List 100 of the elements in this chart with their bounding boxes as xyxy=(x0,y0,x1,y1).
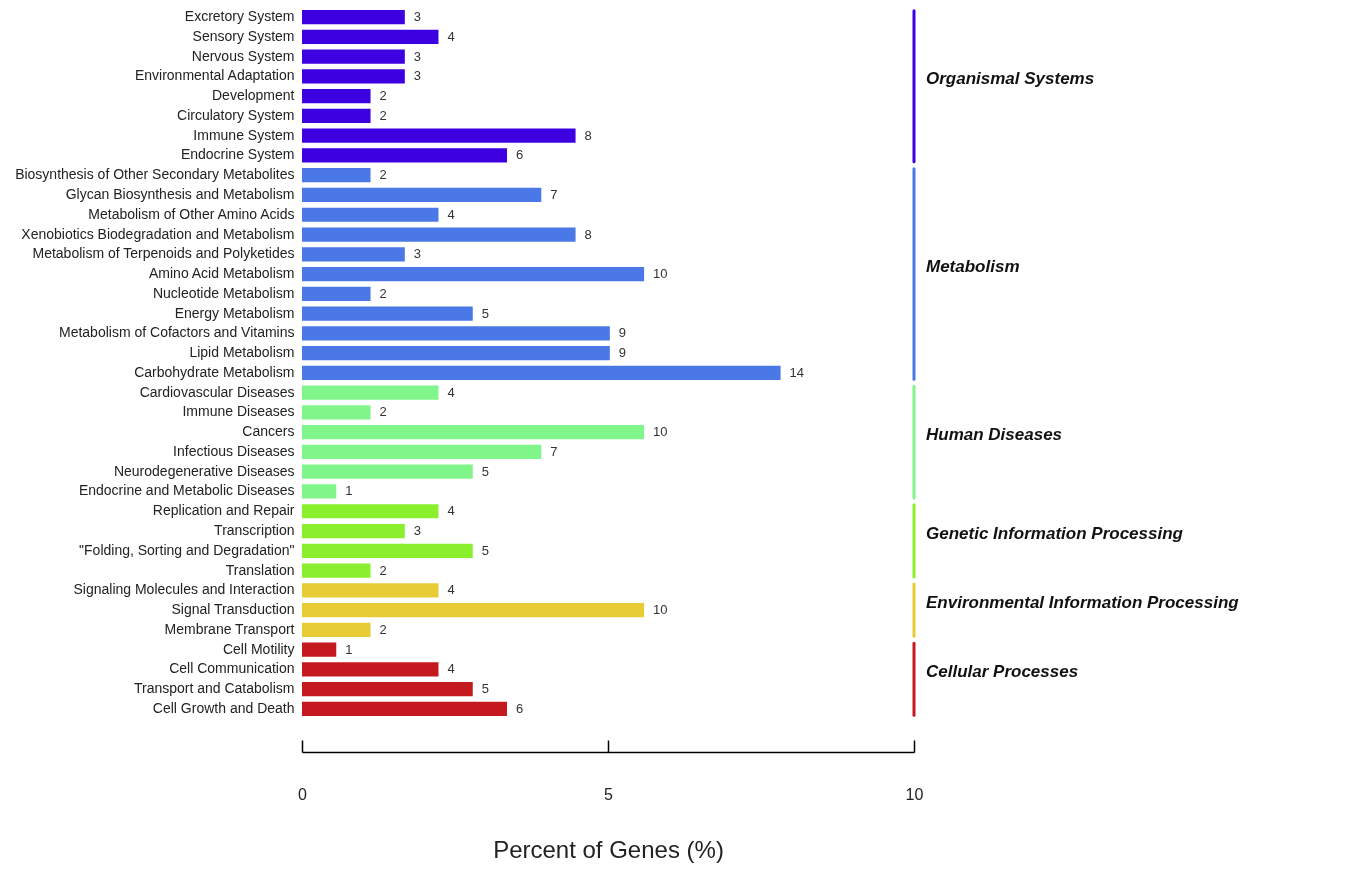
bar xyxy=(302,425,645,440)
bar xyxy=(302,602,645,618)
annotation: 4 xyxy=(447,206,455,222)
bar xyxy=(302,504,439,519)
y-tick-label: Endocrine System xyxy=(180,146,295,163)
annotation: 5 xyxy=(481,305,489,321)
y-tick-label: Translation xyxy=(225,561,295,578)
annotation: 10 xyxy=(653,266,668,282)
y-tick-label: Xenobiotics Biodegradation and Metabolism xyxy=(21,225,295,242)
y-tick-label: Lipid Metabolism xyxy=(189,344,295,361)
bar xyxy=(302,306,473,321)
y-tick-label: Cell Communication xyxy=(169,660,295,677)
bar xyxy=(302,444,542,460)
annotation: 1 xyxy=(345,641,353,657)
bar xyxy=(302,583,439,598)
x-tick-label: 0 xyxy=(298,785,308,803)
y-tick-label: Energy Metabolism xyxy=(174,304,295,321)
bar xyxy=(302,523,405,539)
annotation: 4 xyxy=(447,28,455,44)
y-tick-label: Replication and Repair xyxy=(152,502,295,519)
bar xyxy=(302,187,542,203)
bar xyxy=(302,622,371,637)
bar xyxy=(302,9,405,25)
y-tick-label: Amino Acid Metabolism xyxy=(148,265,295,282)
bar xyxy=(302,266,645,282)
annotation: 2 xyxy=(379,285,387,301)
annotation: 8 xyxy=(584,127,592,143)
y-tick-label: Immune System xyxy=(193,126,295,143)
text: Human Diseases xyxy=(926,424,1063,444)
y-tick-label: Metabolism of Other Amino Acids xyxy=(88,205,295,222)
text: Cellular Processes xyxy=(926,662,1079,682)
annotation: 2 xyxy=(379,88,387,104)
bar xyxy=(302,168,371,183)
bar xyxy=(302,128,576,143)
annotation: 3 xyxy=(413,9,422,25)
y-tick-label: Metabolism of Terpenoids and Polyketides xyxy=(32,245,295,262)
bar xyxy=(302,227,576,242)
annotation: 9 xyxy=(618,325,627,341)
annotation: 2 xyxy=(379,562,387,578)
x-tick-label: 10 xyxy=(905,785,924,803)
y-tick-label: Nucleotide Metabolism xyxy=(152,284,295,301)
annotation: 6 xyxy=(516,147,524,163)
annotation: 2 xyxy=(379,621,387,637)
y-tick-label: Transcription xyxy=(214,522,295,539)
annotation: 1 xyxy=(345,483,353,499)
bar xyxy=(302,49,405,64)
annotation: 3 xyxy=(413,68,422,84)
bar xyxy=(302,464,473,479)
annotation: 14 xyxy=(789,364,805,380)
bar xyxy=(302,682,473,697)
bar xyxy=(302,405,371,420)
bar xyxy=(302,365,781,380)
y-tick-label: Cell Motility xyxy=(222,640,295,657)
y-tick-label: Glycan Biosynthesis and Metabolism xyxy=(65,185,295,202)
bar xyxy=(302,286,371,301)
annotation: 4 xyxy=(447,582,455,598)
y-tick-label: Development xyxy=(212,87,295,104)
bar xyxy=(302,89,371,104)
bar xyxy=(302,69,405,84)
annotation: 5 xyxy=(481,463,489,479)
annotation: 2 xyxy=(379,404,387,420)
y-tick-label: Metabolism of Cofactors and Vitamins xyxy=(58,324,295,341)
y-tick-label: Neurodegenerative Diseases xyxy=(113,462,295,479)
bar xyxy=(302,662,439,677)
bar xyxy=(302,29,439,44)
y-tick-label: Signal Transduction xyxy=(171,601,295,618)
bar xyxy=(302,346,610,361)
x-tick-label: 5 xyxy=(604,785,614,803)
y-tick-label: Sensory System xyxy=(192,27,295,44)
bar xyxy=(302,563,371,578)
annotation: 2 xyxy=(379,107,387,123)
text: Metabolism xyxy=(926,256,1020,276)
annotation: 3 xyxy=(413,48,422,64)
y-tick-label: Cancers xyxy=(242,423,295,440)
y-tick-label: Transport and Catabolism xyxy=(133,680,295,697)
y-tick-label: Signaling Molecules and Interaction xyxy=(73,581,295,598)
bar xyxy=(302,108,371,124)
y-tick-label: Cardiovascular Diseases xyxy=(139,383,295,400)
annotation: 9 xyxy=(618,345,627,361)
bar xyxy=(302,543,473,558)
annotation: 4 xyxy=(447,661,455,677)
annotation: 4 xyxy=(447,503,455,519)
y-tick-label: Excretory System xyxy=(184,8,295,25)
text: Genetic Information Processing xyxy=(926,523,1184,543)
text: Organismal Systems xyxy=(926,69,1095,89)
bar xyxy=(302,701,508,717)
bar xyxy=(302,642,337,657)
bar xyxy=(302,148,508,163)
y-tick-label: Carbohydrate Metabolism xyxy=(134,363,295,380)
y-tick-label: Immune Diseases xyxy=(182,403,295,420)
y-tick-label: "Folding, Sorting and Degradation" xyxy=(79,541,295,558)
bar xyxy=(302,247,405,262)
annotation: 6 xyxy=(516,700,524,716)
y-tick-label: Infectious Diseases xyxy=(173,442,295,459)
bar xyxy=(302,385,439,400)
y-tick-label: Nervous System xyxy=(191,47,295,64)
annotation: 2 xyxy=(379,167,387,183)
y-tick-label: Circulatory System xyxy=(177,106,295,123)
annotation: 3 xyxy=(413,246,422,262)
y-tick-label: Biosynthesis of Other Secondary Metabolites xyxy=(15,166,295,183)
